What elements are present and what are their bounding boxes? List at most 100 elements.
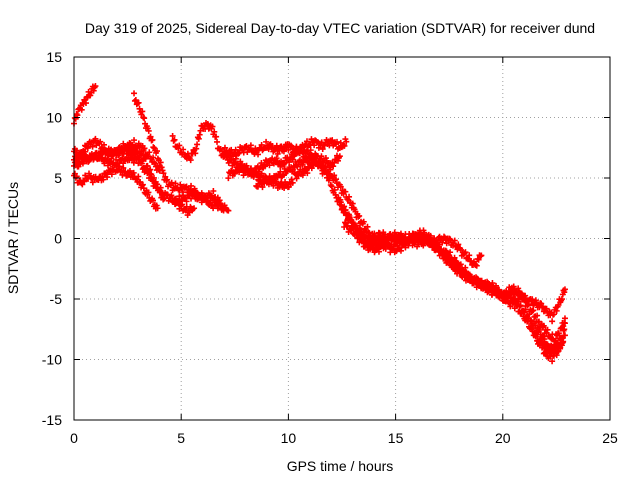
data-point [146, 149, 153, 156]
data-point [326, 174, 333, 181]
data-point [517, 302, 524, 309]
data-point [544, 326, 551, 333]
data-point [157, 159, 164, 166]
data-point [359, 237, 366, 244]
data-point [142, 155, 149, 162]
data-point [311, 142, 318, 149]
data-point [521, 296, 528, 303]
y-tick-label: 10 [46, 110, 62, 126]
data-point [176, 193, 183, 200]
data-point [424, 234, 431, 241]
data-point [561, 286, 568, 293]
data-point [194, 141, 201, 148]
data-point [397, 244, 404, 251]
data-point [100, 176, 107, 183]
chart-title: Day 319 of 2025, Sidereal Day-to-day VTE… [85, 20, 595, 36]
x-tick-label: 20 [495, 430, 511, 446]
data-point [92, 83, 99, 90]
data-point [470, 258, 477, 265]
data-point [447, 236, 454, 243]
data-point [484, 289, 491, 296]
data-point [255, 151, 262, 158]
data-point [141, 115, 148, 122]
data-point [171, 136, 178, 143]
data-point [478, 252, 485, 259]
data-point [93, 149, 100, 156]
data-point [97, 138, 104, 145]
data-point [225, 207, 232, 214]
data-point [446, 256, 453, 263]
y-axis-label: SDTVAR / TECUs [5, 182, 21, 294]
data-point [397, 247, 404, 254]
data-point [348, 217, 355, 224]
data-point [191, 205, 198, 212]
data-point [473, 262, 480, 269]
data-point [557, 345, 564, 352]
data-point [147, 133, 154, 140]
data-point [549, 318, 556, 325]
data-point [510, 283, 517, 290]
data-point [145, 127, 152, 134]
data-point [386, 242, 393, 249]
data-point [466, 272, 473, 279]
data-point [558, 296, 565, 303]
y-tick-label: 0 [54, 231, 62, 247]
data-point [345, 196, 352, 203]
data-point [176, 142, 183, 149]
data-point [89, 179, 96, 186]
data-point [331, 186, 338, 193]
series-track-e [71, 149, 198, 219]
series-track-f [131, 90, 232, 214]
data-point [529, 296, 536, 303]
data-point [135, 99, 142, 106]
data-point [319, 146, 326, 153]
data-point [177, 181, 184, 188]
data-point [398, 232, 405, 239]
y-tick-label: -15 [42, 412, 62, 428]
data-point [540, 333, 547, 340]
data-point [130, 169, 137, 176]
data-point [322, 155, 329, 162]
data-point [192, 150, 199, 157]
data-point [190, 189, 197, 196]
data-point [353, 222, 360, 229]
data-point [447, 249, 454, 256]
data-point [489, 280, 496, 287]
data-point [258, 170, 265, 177]
data-point [266, 162, 273, 169]
data-point [347, 217, 354, 224]
data-point [543, 329, 550, 336]
data-point [428, 238, 435, 245]
data-point [356, 212, 363, 219]
data-point [150, 197, 157, 204]
data-point [175, 145, 182, 152]
data-point [263, 138, 270, 145]
data-point [251, 171, 258, 178]
data-point [333, 176, 340, 183]
data-point [346, 193, 353, 200]
data-point [172, 201, 179, 208]
data-point [170, 137, 177, 144]
data-point [187, 157, 194, 164]
data-point [296, 150, 303, 157]
data-point [521, 309, 528, 316]
data-point [534, 312, 541, 319]
data-point [342, 206, 349, 213]
data-point [150, 154, 157, 161]
data-point [138, 160, 145, 167]
data-point [108, 155, 115, 162]
data-point [481, 280, 488, 287]
data-point [289, 179, 296, 186]
data-point [164, 176, 171, 183]
data-point [560, 323, 567, 330]
data-point [343, 138, 350, 145]
data-point [259, 184, 266, 191]
data-point [412, 237, 419, 244]
data-point [499, 294, 506, 301]
data-point [515, 285, 522, 292]
data-point [149, 136, 156, 143]
data-point [101, 141, 108, 148]
data-point [336, 153, 343, 160]
data-point [73, 147, 80, 154]
